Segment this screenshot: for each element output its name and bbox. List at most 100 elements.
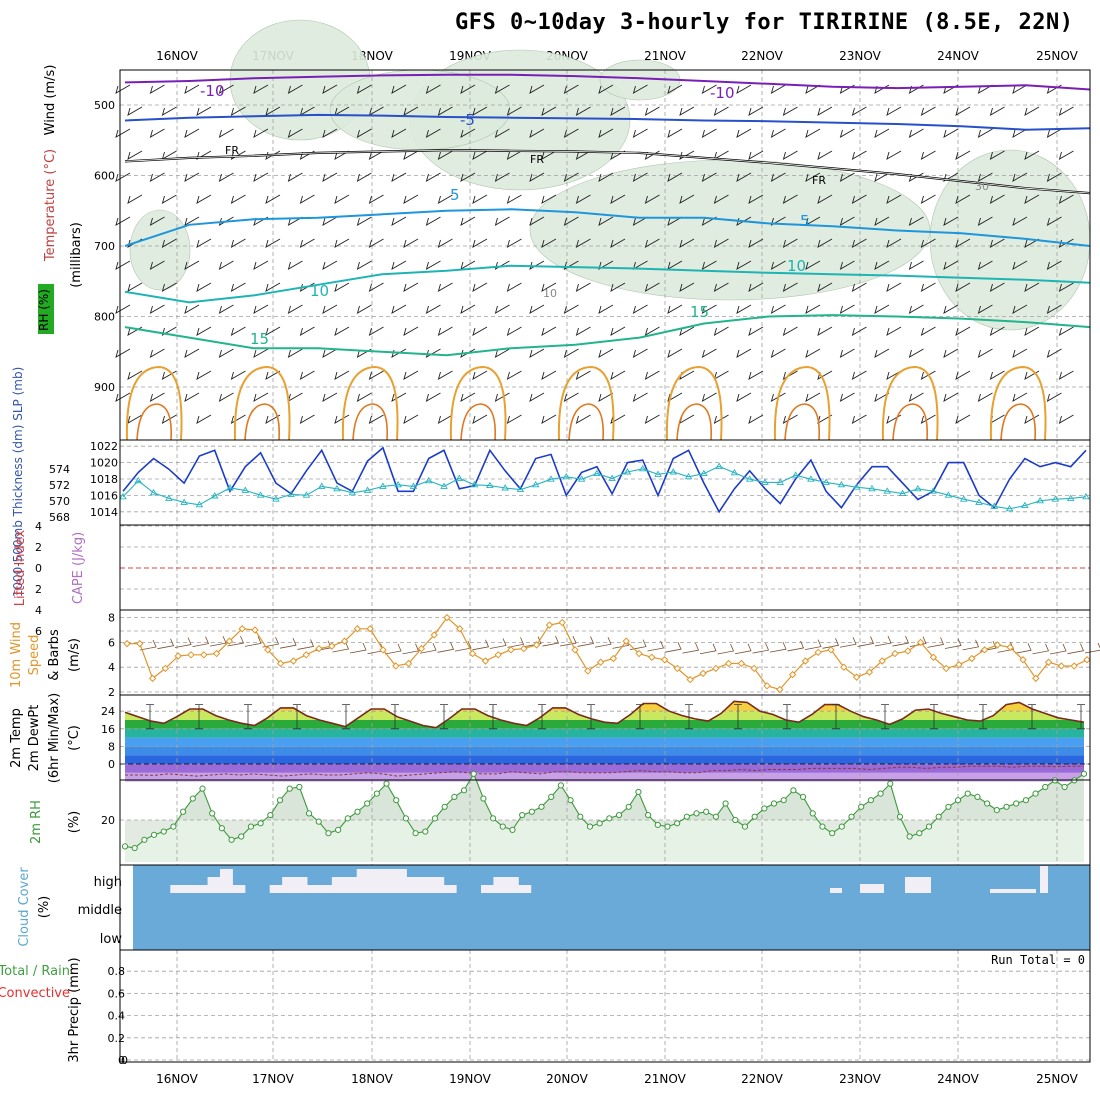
isotherm-0 bbox=[124, 73, 1091, 91]
wind-speed-marker bbox=[712, 664, 720, 673]
wind-barb bbox=[701, 348, 717, 358]
wind-barb bbox=[437, 194, 453, 204]
wind-barb bbox=[184, 128, 200, 138]
wind-speed-marker bbox=[635, 649, 643, 658]
thickness-marker bbox=[730, 468, 739, 476]
thickness-marker bbox=[1021, 501, 1029, 509]
thickness-marker bbox=[363, 486, 372, 493]
wind-speed-marker bbox=[584, 667, 592, 675]
wind-speed-marker bbox=[161, 664, 170, 673]
wind-barb bbox=[989, 326, 1005, 336]
date-top-label: 23NOV bbox=[839, 49, 881, 63]
wind-barb bbox=[805, 348, 821, 358]
wind-barb bbox=[770, 392, 786, 402]
wind-barb bbox=[874, 392, 890, 402]
rh2m-marker bbox=[780, 797, 787, 804]
cloud-high-bar bbox=[182, 885, 196, 893]
wind-barb bbox=[805, 128, 821, 138]
temp-band bbox=[125, 702, 1084, 712]
rh2m-marker bbox=[1003, 803, 1010, 810]
wind-barb bbox=[127, 282, 143, 292]
wind-barb bbox=[610, 326, 626, 336]
wind-barb bbox=[1024, 194, 1040, 204]
wind-barb bbox=[598, 392, 614, 402]
slp-tick-label: 1014 bbox=[90, 506, 118, 519]
rh2m-marker bbox=[267, 811, 274, 819]
surface-wind-barb bbox=[472, 639, 490, 651]
wind-barb bbox=[851, 370, 867, 380]
wind-barb bbox=[886, 150, 902, 160]
wind-barb bbox=[368, 194, 384, 204]
wind-barb bbox=[529, 348, 545, 358]
wind-barb bbox=[839, 172, 855, 182]
rh2m-marker bbox=[799, 793, 807, 801]
wind-barb bbox=[334, 370, 350, 380]
wind-speed-marker bbox=[955, 661, 963, 669]
rh2m-marker bbox=[1061, 783, 1068, 791]
wind-barb bbox=[748, 282, 764, 292]
wind-barb bbox=[1012, 348, 1028, 358]
rh2m-marker bbox=[770, 800, 778, 807]
wind-barb bbox=[322, 172, 338, 182]
wind-barb bbox=[563, 348, 579, 358]
wind-barb bbox=[908, 304, 924, 314]
wind-barb bbox=[989, 282, 1005, 292]
wind-barb bbox=[529, 304, 545, 314]
wind-barb bbox=[817, 326, 833, 336]
wind-barb bbox=[989, 150, 1005, 160]
slp-line bbox=[122, 446, 1087, 514]
surface-wind-barb bbox=[192, 636, 210, 648]
wind-barb bbox=[368, 238, 384, 248]
surface-wind-barb bbox=[384, 643, 402, 655]
wind-barb bbox=[253, 392, 269, 402]
thickness-marker bbox=[761, 478, 769, 485]
wind-barb bbox=[874, 348, 890, 358]
wind-barb bbox=[908, 216, 924, 226]
wind-speed-marker bbox=[148, 674, 157, 683]
thickness-marker bbox=[883, 487, 892, 494]
surface-wind-barb bbox=[629, 639, 647, 651]
wind-barb bbox=[425, 260, 441, 270]
wind-barb bbox=[839, 128, 855, 138]
wind-speed-marker bbox=[136, 639, 144, 648]
date-bottom-label: 24NOV bbox=[937, 1072, 979, 1086]
wind-barb bbox=[610, 370, 626, 380]
wind-label: Wind (m/s) bbox=[43, 65, 58, 136]
wind-barb bbox=[196, 194, 212, 204]
wind-barb bbox=[667, 392, 683, 402]
wind-speed-marker bbox=[801, 657, 810, 665]
wind-barb bbox=[460, 304, 476, 314]
wind-label-3: & Barbs bbox=[47, 629, 62, 681]
wind-barb bbox=[472, 282, 488, 292]
wind-barb bbox=[287, 216, 303, 226]
thickness-marker bbox=[531, 480, 540, 488]
minmax-whisker bbox=[195, 704, 203, 730]
wind-barb bbox=[460, 392, 476, 402]
wind-barb bbox=[575, 150, 591, 160]
wind-speed-marker bbox=[660, 656, 669, 664]
rh2m-marker bbox=[925, 823, 933, 830]
wind-barb bbox=[943, 128, 959, 138]
wind-barb bbox=[736, 172, 752, 182]
wind-speed-marker bbox=[699, 669, 707, 678]
wind-barb bbox=[541, 326, 557, 336]
wind-speed-marker bbox=[315, 644, 323, 653]
rh2m-marker bbox=[519, 811, 526, 819]
wind-barb bbox=[805, 392, 821, 402]
thickness-marker bbox=[486, 481, 494, 489]
wind-barb bbox=[218, 84, 234, 94]
chart-title: GFS 0~10day 3-hourly for TIRIRINE (8.5E,… bbox=[455, 10, 1074, 35]
cloud-high-bar bbox=[493, 877, 507, 893]
wind-barb bbox=[874, 216, 890, 226]
wind-barb bbox=[403, 370, 419, 380]
rh2m-marker bbox=[528, 808, 535, 815]
wind-barb bbox=[115, 260, 131, 270]
thickness-marker bbox=[822, 478, 830, 485]
rh2m-marker bbox=[1013, 800, 1020, 807]
warm-contour-inner bbox=[892, 403, 929, 441]
wind-barb bbox=[230, 194, 246, 204]
minmax-whisker bbox=[1077, 704, 1085, 730]
wind-barb bbox=[701, 216, 717, 226]
warm-contour-inner bbox=[352, 403, 389, 441]
cloud-high-bar bbox=[331, 877, 345, 893]
